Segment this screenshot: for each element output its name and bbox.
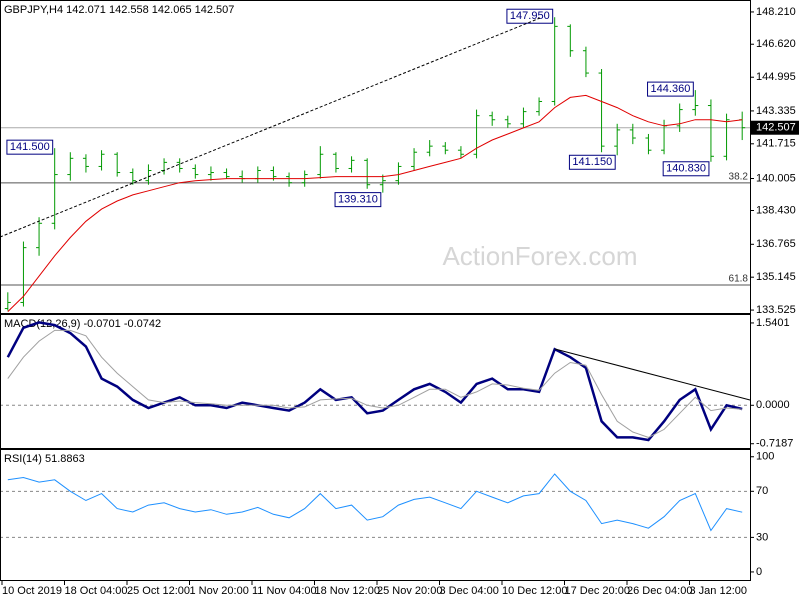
y-tick-label: 1.5401: [756, 317, 790, 329]
y-tick-label: 144.995: [756, 71, 796, 83]
x-tick-label: 26 Dec 04:00: [627, 585, 692, 597]
level-label: 38.2: [729, 172, 749, 183]
y-tick-label: 138.430: [756, 204, 796, 216]
y-tick-label: 136.765: [756, 238, 796, 250]
plots: GBPJPY,H4 142.071 142.558 142.065 142.50…: [0, 4, 799, 597]
x-tick-label: 18 Oct 04:00: [65, 585, 128, 597]
annotation-box: [647, 81, 694, 97]
last-price-box: [751, 120, 799, 135]
y-tick-label: 133.525: [756, 304, 796, 316]
x-tick-label: 17 Dec 20:00: [565, 585, 630, 597]
annotation-label: 147.950: [510, 10, 550, 22]
y-tick-label: 146.620: [756, 38, 796, 50]
price-annotation: 147.950: [506, 8, 554, 24]
y-tick-label: 0.0000: [756, 399, 790, 411]
rsi-frame: [0, 449, 751, 581]
panel-title: MACD(12,26,9) -0.0701 -0.0742: [4, 318, 161, 330]
annotation-label: 140.830: [666, 163, 706, 175]
annotation-box: [334, 192, 382, 208]
y-tick-label: 135.145: [756, 271, 796, 283]
macd-frame: [0, 314, 751, 449]
y-tick-label: 148.210: [756, 6, 796, 18]
x-tick-label: 10 Oct 2019: [2, 585, 62, 597]
x-tick-label: 10 Dec 12:00: [502, 585, 567, 597]
y-tick-label: 141.715: [756, 138, 796, 150]
annotation-label: 141.500: [10, 141, 50, 153]
annotation-box: [506, 8, 554, 24]
annotation-box: [6, 139, 54, 155]
price-annotation: 139.310: [334, 192, 382, 208]
annotation-label: 141.150: [572, 156, 612, 168]
price-annotation: 144.360: [647, 81, 694, 97]
price-annotation: 140.830: [662, 161, 710, 177]
annotation-box: [662, 161, 710, 177]
price-annotation: 141.500: [6, 139, 54, 155]
panel-title: GBPJPY,H4 142.071 142.558 142.065 142.50…: [4, 4, 234, 16]
price-frame: [0, 0, 751, 314]
x-tick-label: 3 Dec 04:00: [440, 585, 499, 597]
y-tick-label: 70: [756, 485, 768, 497]
y-tick-label: -0.7187: [756, 438, 793, 450]
level-label: 61.8: [729, 274, 749, 285]
y-tick-label: 100: [756, 451, 774, 463]
series-line: [7, 473, 743, 532]
x-tick-label: 18 Nov 12:00: [315, 585, 380, 597]
series-line: [7, 94, 743, 312]
x-tick-label: 25 Oct 12:00: [127, 585, 190, 597]
watermark: ActionForex.com: [442, 241, 637, 271]
annotation-label: 139.310: [338, 194, 378, 206]
x-tick-label: 3 Jan 12:00: [690, 585, 748, 597]
y-tick-label: 143.335: [756, 105, 796, 117]
y-tick-label: 0: [756, 566, 762, 578]
x-tick-label: 1 Nov 20:00: [190, 585, 249, 597]
series-line: [6, 321, 743, 442]
price-trendline: [0, 17, 541, 238]
series-line: [7, 329, 743, 438]
macd-trendline: [554, 348, 751, 401]
annotation-label: 144.360: [651, 83, 691, 95]
y-tick-label: 140.005: [756, 172, 796, 184]
annotation-box: [568, 154, 616, 170]
x-tick-label: 11 Nov 04:00: [252, 585, 317, 597]
price-annotation: 141.150: [568, 154, 616, 170]
last-price-label: 142.507: [756, 122, 796, 134]
y-tick-label: 30: [756, 531, 768, 543]
x-tick-label: 25 Nov 20:00: [377, 585, 442, 597]
panel-title: RSI(14) 51.8863: [4, 453, 85, 465]
